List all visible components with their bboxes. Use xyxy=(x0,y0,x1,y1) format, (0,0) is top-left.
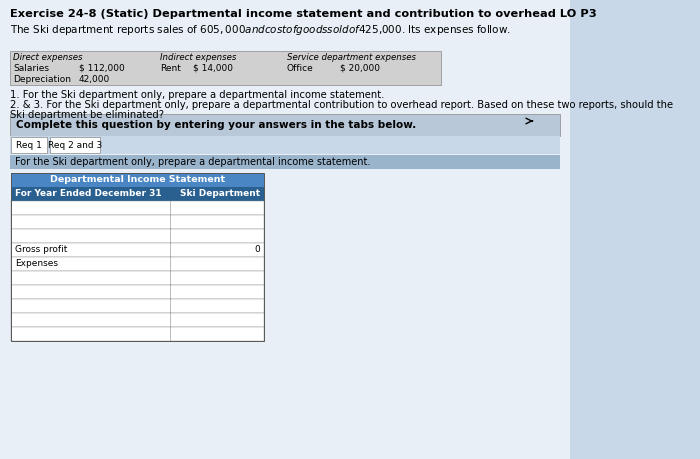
Bar xyxy=(11,271,264,285)
Text: 2. & 3. For the Ski department only, prepare a departmental contribution to over: 2. & 3. For the Ski department only, pre… xyxy=(10,100,673,110)
Text: Req 2 and 3: Req 2 and 3 xyxy=(48,140,102,150)
Text: 1. For the Ski department only, prepare a departmental income statement.: 1. For the Ski department only, prepare … xyxy=(10,90,384,100)
Text: For Year Ended December 31: For Year Ended December 31 xyxy=(15,190,161,198)
Bar xyxy=(10,51,442,85)
Bar xyxy=(11,313,264,327)
Text: Exercise 24-8 (Static) Departmental income statement and contribution to overhea: Exercise 24-8 (Static) Departmental inco… xyxy=(10,9,596,19)
Bar xyxy=(11,285,264,299)
Bar xyxy=(11,299,264,313)
Text: Complete this question by entering your answers in the tabs below.: Complete this question by entering your … xyxy=(16,120,416,130)
Bar xyxy=(11,173,264,187)
Bar xyxy=(11,201,264,215)
Text: Indirect expenses: Indirect expenses xyxy=(160,53,237,62)
Text: Ski department be eliminated?: Ski department be eliminated? xyxy=(10,110,164,120)
Text: The Ski department reports sales of $605,000 and cost of goods sold of $425,000.: The Ski department reports sales of $605… xyxy=(10,23,511,37)
Text: Depreciation: Depreciation xyxy=(13,75,71,84)
Text: Direct expenses: Direct expenses xyxy=(13,53,83,62)
Bar xyxy=(10,155,560,169)
Text: Office: Office xyxy=(287,64,314,73)
Text: Ski Department: Ski Department xyxy=(181,190,260,198)
Text: Gross profit: Gross profit xyxy=(15,246,67,254)
Text: $ 112,000: $ 112,000 xyxy=(79,64,125,73)
Bar xyxy=(11,257,264,271)
Bar xyxy=(11,215,264,229)
Text: 42,000: 42,000 xyxy=(79,75,110,84)
Bar xyxy=(11,327,264,341)
Text: $ 14,000: $ 14,000 xyxy=(193,64,233,73)
Text: Req 1: Req 1 xyxy=(16,140,42,150)
Bar xyxy=(50,137,100,153)
Bar xyxy=(11,173,264,341)
Text: For the Ski department only, prepare a departmental income statement.: For the Ski department only, prepare a d… xyxy=(15,157,370,167)
Text: Expenses: Expenses xyxy=(15,259,57,269)
Text: Departmental Income Statement: Departmental Income Statement xyxy=(50,175,225,185)
Text: $ 20,000: $ 20,000 xyxy=(340,64,379,73)
Bar xyxy=(11,229,264,243)
Bar xyxy=(11,187,264,201)
Bar xyxy=(11,137,47,153)
Bar xyxy=(10,136,560,154)
Text: Service department expenses: Service department expenses xyxy=(287,53,416,62)
Text: Salaries: Salaries xyxy=(13,64,49,73)
Text: Rent: Rent xyxy=(160,64,181,73)
Bar xyxy=(11,243,264,257)
Bar xyxy=(10,114,560,136)
Text: 0: 0 xyxy=(255,246,260,254)
